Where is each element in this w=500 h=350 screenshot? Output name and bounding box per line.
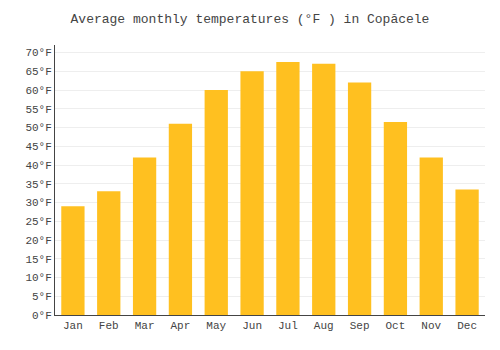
svg-text:25°F: 25°F [25, 216, 51, 228]
svg-text:10°F: 10°F [25, 272, 51, 284]
svg-text:70°F: 70°F [25, 47, 51, 59]
svg-text:Sep: Sep [350, 320, 370, 332]
svg-text:60°F: 60°F [25, 85, 51, 97]
svg-text:Oct: Oct [386, 320, 406, 332]
svg-text:5°F: 5°F [32, 291, 52, 303]
svg-text:Jan: Jan [63, 320, 83, 332]
svg-text:45°F: 45°F [25, 141, 51, 153]
svg-text:Average monthly temperatures (: Average monthly temperatures (°F ) in Co… [71, 12, 430, 27]
svg-text:Jun: Jun [242, 320, 262, 332]
svg-text:Jul: Jul [278, 320, 298, 332]
svg-text:0°F: 0°F [32, 310, 52, 322]
svg-text:35°F: 35°F [25, 179, 51, 191]
svg-text:Feb: Feb [99, 320, 119, 332]
svg-text:50°F: 50°F [25, 122, 51, 134]
svg-text:Aug: Aug [314, 320, 334, 332]
svg-text:Dec: Dec [457, 320, 477, 332]
svg-text:30°F: 30°F [25, 197, 51, 209]
svg-text:40°F: 40°F [25, 160, 51, 172]
svg-text:Mar: Mar [135, 320, 155, 332]
svg-text:65°F: 65°F [25, 66, 51, 78]
svg-text:Apr: Apr [171, 320, 191, 332]
svg-text:20°F: 20°F [25, 235, 51, 247]
svg-text:May: May [206, 320, 226, 332]
svg-text:Nov: Nov [421, 320, 441, 332]
svg-text:15°F: 15°F [25, 254, 51, 266]
svg-text:55°F: 55°F [25, 104, 51, 116]
